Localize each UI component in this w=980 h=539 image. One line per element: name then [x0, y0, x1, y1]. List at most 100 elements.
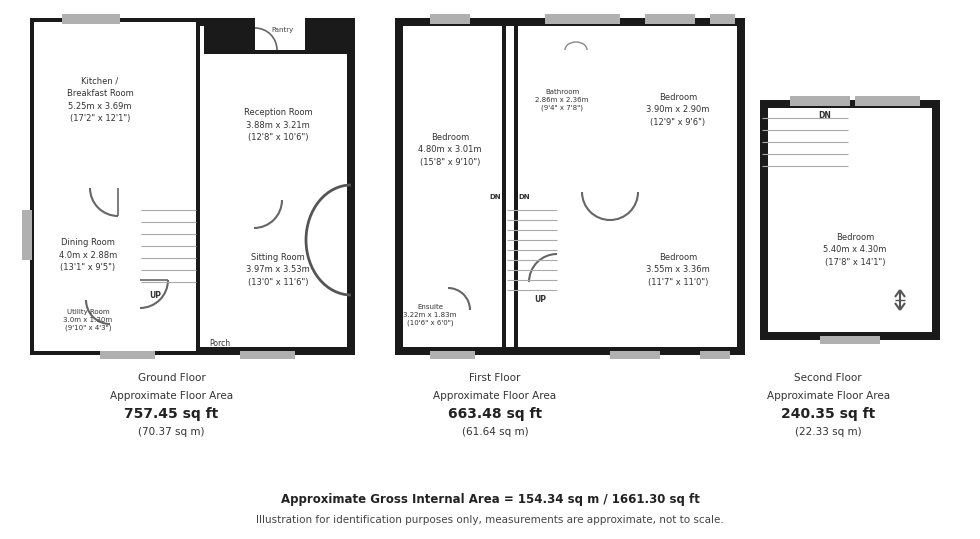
Text: Second Floor: Second Floor: [794, 373, 862, 383]
Bar: [196, 18, 208, 355]
Text: Pantry: Pantry: [270, 27, 293, 33]
Bar: [855, 96, 860, 106]
Text: DN: DN: [489, 194, 501, 200]
Bar: [22, 210, 32, 260]
Bar: [200, 50, 355, 54]
Bar: [204, 200, 254, 204]
Bar: [848, 100, 852, 180]
Bar: [560, 60, 578, 78]
Bar: [506, 18, 514, 355]
Bar: [403, 282, 506, 286]
Text: Illustration for identification purposes only, measurements are approximate, not: Illustration for identification purposes…: [256, 515, 724, 525]
Text: Bedroom
3.90m x 2.90m
(12'9" x 9'6"): Bedroom 3.90m x 2.90m (12'9" x 9'6"): [647, 93, 710, 127]
Bar: [351, 50, 355, 355]
Text: DN: DN: [518, 194, 530, 200]
Bar: [506, 192, 561, 196]
Bar: [790, 96, 850, 106]
Text: Reception Room
3.88m x 3.21m
(12'8" x 10'6"): Reception Room 3.88m x 3.21m (12'8" x 10…: [244, 108, 313, 142]
Bar: [760, 100, 850, 104]
Text: Approximate Floor Area: Approximate Floor Area: [766, 391, 890, 401]
Text: 240.35 sq ft: 240.35 sq ft: [781, 407, 875, 421]
Text: First Floor: First Floor: [469, 373, 520, 383]
Text: Approximate Floor Area: Approximate Floor Area: [110, 391, 233, 401]
Text: 757.45 sq ft: 757.45 sq ft: [124, 407, 219, 421]
Bar: [254, 200, 347, 204]
Bar: [645, 14, 695, 24]
Bar: [34, 300, 84, 304]
Text: Ensuite
3.22m x 1.83m
(10'6" x 6'0"): Ensuite 3.22m x 1.83m (10'6" x 6'0"): [404, 304, 457, 326]
Bar: [204, 54, 347, 347]
Bar: [610, 192, 741, 196]
Bar: [118, 188, 196, 192]
Bar: [196, 18, 204, 355]
Bar: [545, 14, 620, 24]
Text: Bedroom
4.80m x 3.01m
(15'8" x 9'10"): Bedroom 4.80m x 3.01m (15'8" x 9'10"): [418, 133, 482, 167]
Bar: [34, 188, 114, 192]
Bar: [610, 26, 614, 196]
Bar: [510, 18, 745, 355]
Bar: [204, 200, 347, 204]
Bar: [403, 26, 502, 347]
Bar: [34, 188, 134, 192]
Bar: [305, 18, 355, 50]
Text: (22.33 sq m): (22.33 sq m): [795, 427, 861, 437]
Bar: [557, 192, 561, 262]
Bar: [240, 351, 295, 359]
Text: Bedroom
5.40m x 4.30m
(17'8" x 14'1"): Bedroom 5.40m x 4.30m (17'8" x 14'1"): [823, 233, 887, 267]
Bar: [200, 351, 355, 355]
Bar: [768, 108, 932, 332]
Text: Kitchen /
Breakfast Room
5.25m x 3.69m
(17'2" x 12'1"): Kitchen / Breakfast Room 5.25m x 3.69m (…: [67, 77, 133, 123]
Text: Approximate Gross Internal Area = 154.34 sq m / 1661.30 sq ft: Approximate Gross Internal Area = 154.34…: [280, 494, 700, 507]
Bar: [395, 18, 510, 355]
Bar: [430, 14, 470, 24]
Bar: [100, 351, 155, 359]
Bar: [403, 300, 438, 345]
Bar: [200, 50, 355, 355]
Text: Ground Floor: Ground Floor: [137, 373, 206, 383]
Text: DN: DN: [818, 110, 831, 120]
Bar: [506, 192, 510, 262]
Bar: [200, 18, 255, 50]
Bar: [34, 300, 140, 304]
Text: (61.64 sq m): (61.64 sq m): [462, 427, 528, 437]
Bar: [700, 351, 730, 359]
Bar: [760, 100, 940, 340]
Bar: [110, 300, 140, 304]
Bar: [30, 18, 34, 355]
Bar: [200, 26, 204, 347]
Bar: [448, 282, 452, 347]
Bar: [30, 18, 204, 22]
Text: (70.37 sq m): (70.37 sq m): [138, 427, 205, 437]
Text: Sitting Room
3.97m x 3.53m
(13'0" x 11'6"): Sitting Room 3.97m x 3.53m (13'0" x 11'6…: [246, 253, 310, 287]
Bar: [140, 188, 144, 351]
Bar: [34, 22, 196, 351]
Bar: [430, 351, 475, 359]
Bar: [518, 26, 737, 347]
Bar: [860, 96, 920, 106]
Bar: [452, 300, 474, 325]
Text: Porch: Porch: [210, 338, 230, 348]
Text: Utility Room
3.0m x 1.30m
(9'10" x 4'3"): Utility Room 3.0m x 1.30m (9'10" x 4'3"): [64, 309, 113, 331]
Text: 663.48 sq ft: 663.48 sq ft: [448, 407, 542, 421]
Bar: [610, 192, 614, 351]
Bar: [140, 280, 200, 284]
Bar: [208, 58, 347, 347]
Bar: [565, 28, 587, 53]
Bar: [760, 180, 852, 184]
Bar: [820, 336, 880, 344]
Text: UP: UP: [149, 291, 161, 300]
Text: Approximate Floor Area: Approximate Floor Area: [433, 391, 557, 401]
Text: UP: UP: [534, 295, 546, 305]
Bar: [30, 351, 204, 355]
Bar: [506, 26, 514, 347]
Bar: [38, 26, 192, 347]
Bar: [255, 18, 305, 33]
Text: Dining Room
4.0m x 2.88m
(13'1" x 9'5"): Dining Room 4.0m x 2.88m (13'1" x 9'5"): [59, 238, 118, 272]
Bar: [522, 28, 552, 93]
Bar: [518, 192, 614, 196]
Bar: [710, 14, 735, 24]
Text: Bedroom
3.55m x 3.36m
(11'7" x 11'0"): Bedroom 3.55m x 3.36m (11'7" x 11'0"): [646, 253, 710, 287]
Bar: [62, 14, 120, 24]
Bar: [610, 351, 660, 359]
Bar: [34, 300, 140, 304]
